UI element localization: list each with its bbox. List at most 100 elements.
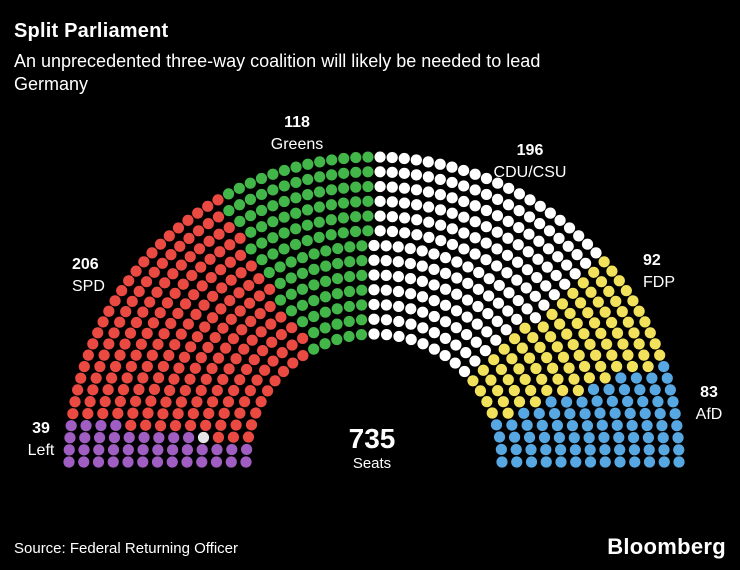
seat-dot [460, 328, 473, 341]
seat-dot [606, 395, 618, 407]
seat-dot [538, 431, 551, 444]
seat-dot [267, 232, 279, 244]
seat-dot [555, 456, 567, 468]
seat-dot [338, 167, 350, 179]
seat-dot [614, 444, 626, 456]
seat-dot [628, 431, 640, 444]
seat-dot [500, 324, 512, 336]
seat-dot [239, 396, 251, 408]
seat-dot [236, 324, 248, 336]
seat-dot [218, 407, 230, 419]
seat-dot [508, 333, 521, 345]
seat-dot [416, 245, 428, 257]
seat-dot [308, 310, 320, 323]
seat-dot [404, 257, 416, 270]
seat-dot [202, 218, 214, 230]
seat-dot [592, 296, 604, 308]
seat-dot [63, 444, 75, 456]
seat-dot [267, 216, 279, 228]
seat-dot [177, 278, 189, 290]
seat-dot [628, 327, 640, 339]
seat-dot [502, 374, 514, 386]
seat-dot [480, 204, 493, 217]
seat-dot [200, 373, 212, 385]
seat-dot [480, 254, 492, 266]
seat-dot [224, 239, 236, 251]
seat-dot [253, 273, 265, 285]
seat-dot [446, 161, 458, 173]
seat-dot [451, 288, 463, 300]
seat-dot [301, 235, 313, 247]
seat-dot [563, 222, 576, 234]
seat-dot [446, 207, 458, 219]
seat-dot [599, 444, 611, 456]
seat-dot [519, 322, 531, 334]
seat-dot [87, 338, 99, 350]
fdp-seat-count: 92 [643, 252, 661, 269]
seat-dot [167, 268, 179, 280]
seat-dot [244, 385, 256, 397]
seat-dot [574, 297, 587, 309]
seat-dot [99, 395, 111, 408]
seat-dot [211, 444, 223, 456]
seat-dot [386, 225, 399, 238]
seat-dot [616, 306, 628, 318]
seat-dot [601, 338, 613, 350]
seat-dot [570, 456, 582, 468]
seat-dot [195, 352, 207, 364]
seat-dot [138, 431, 150, 444]
seat-dot [393, 315, 405, 328]
seat-dot [439, 349, 451, 362]
seat-dot [423, 216, 435, 228]
seat-dot [130, 395, 142, 407]
seat-dot [568, 432, 580, 444]
seat-dot [481, 326, 493, 338]
seat-dot [435, 235, 447, 247]
seat-dot [356, 284, 368, 296]
seat-dot [301, 204, 314, 216]
seat-dot [137, 306, 149, 318]
seat-dot [533, 407, 545, 420]
seat-dot [211, 384, 223, 397]
seat-dot [630, 372, 642, 384]
seat-dot [502, 232, 514, 244]
seat-dot [217, 322, 229, 334]
seat-dot [244, 177, 256, 189]
seat-dot [106, 372, 118, 384]
seat-dot [611, 327, 624, 339]
seat-dot [374, 166, 386, 178]
seat-dot [581, 238, 594, 250]
seat-dot [492, 177, 504, 189]
seat-dot [261, 385, 274, 397]
seat-dot [337, 227, 349, 239]
seat-dot [569, 444, 581, 456]
seat-dot [278, 227, 290, 239]
seat-dot [343, 300, 355, 313]
seat-dot [439, 332, 451, 344]
seat-dot [152, 338, 164, 350]
seat-dot [392, 241, 404, 253]
seat-dot [264, 283, 276, 295]
seat-dot [158, 328, 170, 340]
seat-dot [319, 322, 331, 334]
seat-dot [296, 252, 309, 264]
seat-dot [506, 353, 518, 365]
seat-dot [224, 256, 236, 268]
seat-dot [140, 276, 153, 288]
label-afd: 83 AfD [679, 382, 739, 426]
seat-dot [253, 290, 265, 302]
seat-dot [278, 243, 290, 255]
seat-dot [591, 395, 603, 407]
seat-dot [511, 456, 523, 468]
left-seat-count: 39 [32, 420, 50, 437]
seat-dot [356, 299, 368, 311]
fdp-party-name: FDP [643, 274, 675, 291]
seat-dot [564, 408, 576, 420]
seat-dot [296, 316, 309, 328]
seat-dot [392, 271, 405, 283]
seat-dot [644, 327, 656, 339]
seat-dot [474, 385, 487, 397]
seat-dot [182, 214, 194, 226]
seat-dot [386, 166, 398, 178]
